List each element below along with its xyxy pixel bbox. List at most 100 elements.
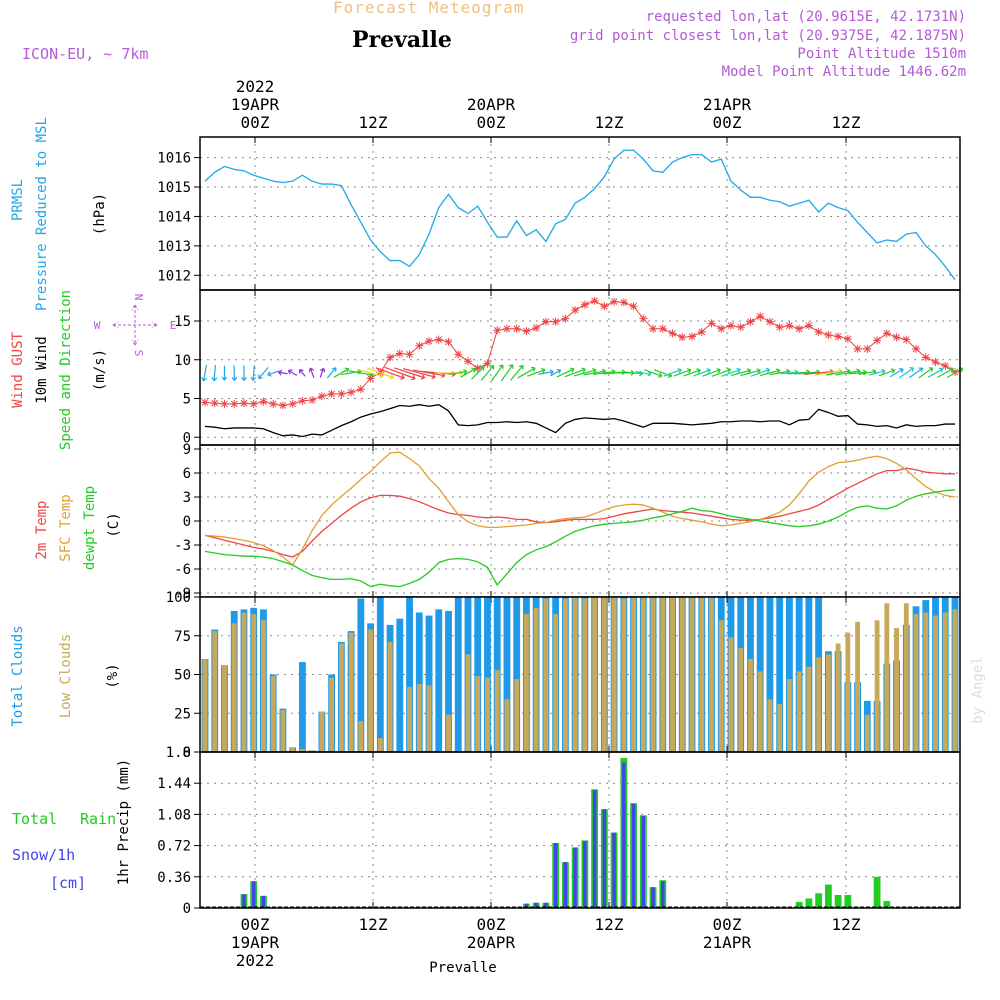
compass-n: N	[132, 294, 145, 301]
top-year-label: 2022	[236, 77, 275, 96]
wind-arrow	[413, 369, 446, 379]
precip-snow-unit-label: [cm]	[50, 874, 86, 892]
panel-temperature: -9 -6 -3 0 3 6 9	[174, 442, 961, 602]
wind-arrow	[878, 368, 896, 377]
gust-marker	[892, 333, 901, 342]
wind-arrow	[394, 367, 426, 380]
gust-marker	[493, 326, 502, 335]
low-cloud-bar	[446, 714, 451, 752]
precip-rain-label: Rain	[80, 810, 116, 828]
wind-arrow	[460, 367, 476, 378]
low-cloud-bar	[952, 609, 958, 752]
top-date-label: 19APR	[231, 95, 280, 114]
total-cloud-bar	[298, 662, 306, 752]
y-tick-label: 1.44	[157, 776, 191, 792]
wind-arrow	[287, 369, 298, 376]
y-tick-label: -6	[174, 562, 191, 578]
bottom-date-label: 19APR	[231, 933, 280, 952]
gust-marker	[288, 399, 297, 408]
y-tick-label: 0	[183, 430, 191, 446]
low-cloud-bar	[387, 641, 393, 752]
gust-marker	[863, 344, 872, 353]
total-cloud-bar	[766, 597, 774, 752]
rain-bar	[834, 895, 842, 908]
panel-wind: 0 5 10 15	[174, 289, 964, 446]
gust-marker	[785, 321, 794, 330]
wind-label: 10m Wind	[34, 336, 50, 403]
total-cloud-bar	[415, 612, 423, 752]
gust-marker	[619, 298, 628, 307]
gust-marker	[512, 324, 521, 333]
wind-arrow	[258, 366, 269, 380]
wind-arrow	[231, 365, 238, 381]
y-tick-label: 1013	[157, 239, 191, 255]
wind-arrow	[277, 369, 288, 376]
gust-marker	[717, 324, 726, 333]
wind-speed-line	[204, 404, 955, 438]
wind-arrow	[201, 364, 208, 382]
bottom-hour-label: 12Z	[832, 915, 861, 934]
low-cloud-bar	[299, 748, 305, 752]
low-cloud-bar	[514, 679, 520, 752]
gust-marker	[629, 302, 638, 311]
total-cloud-bar	[376, 597, 384, 752]
gust-marker	[239, 399, 248, 408]
rain-bar	[824, 884, 832, 908]
bottom-hour-label: 00Z	[477, 915, 506, 934]
supertitle: Forecast Meteogram	[333, 0, 525, 17]
total-cloud-bar	[484, 597, 491, 752]
wind-arrow	[556, 367, 575, 378]
wind-arrow	[869, 368, 886, 376]
top-hour-label: 00Z	[713, 113, 742, 132]
gust-marker	[308, 396, 317, 405]
gust-marker	[843, 334, 852, 343]
gust-marker	[639, 314, 648, 323]
low-cloud-bar	[485, 677, 490, 752]
gust-marker	[590, 296, 599, 305]
low-cloud-bar	[270, 676, 276, 752]
gust-marker	[347, 388, 356, 397]
low-cloud-bar	[913, 614, 919, 752]
wind-arrow	[326, 367, 337, 379]
wind-arrow	[538, 369, 554, 375]
low-cloud-bar	[709, 597, 714, 752]
y-tick-label: 1.8	[166, 745, 191, 761]
requested-coords: requested lon,lat (20.9615E, 42.1731N)	[645, 9, 966, 25]
wind-arrow	[937, 367, 954, 378]
gust-marker	[678, 333, 687, 342]
bottom-hour-label: 12Z	[595, 915, 624, 934]
pressure-line	[204, 149, 956, 281]
gust-marker	[473, 364, 482, 373]
gust-marker	[610, 297, 619, 306]
wind-arrow	[241, 365, 247, 381]
wind-arrow	[663, 367, 682, 377]
snow-bar	[563, 862, 568, 908]
gust-marker	[707, 319, 716, 328]
wind-arrow	[491, 364, 504, 382]
gust-marker	[269, 399, 278, 408]
gust-marker	[775, 323, 784, 332]
gust-marker	[386, 353, 395, 362]
wind-arrow	[375, 367, 405, 380]
low-cloud-bar	[241, 612, 247, 752]
low-cloud-bar	[611, 597, 617, 752]
wind-arrow	[740, 368, 761, 377]
gust-marker	[882, 329, 891, 338]
gust-marker	[571, 306, 580, 315]
temp-sfc-label: SFC Temp	[58, 494, 74, 561]
low-cloud-bar	[884, 603, 890, 752]
gust-marker	[726, 321, 735, 330]
gust-marker	[395, 349, 404, 358]
low-cloud-label: Low Clouds	[58, 634, 74, 718]
bottom-date-label: 21APR	[703, 933, 752, 952]
bottom-hour-label: 00Z	[241, 915, 270, 934]
low-cloud-bar	[407, 686, 412, 752]
wind-arrow	[384, 366, 416, 381]
gust-marker	[444, 337, 453, 346]
gust-marker	[834, 332, 843, 341]
panel-precip: 0 0.36 0.72 1.08 1.44 1.8	[157, 745, 961, 917]
snow-bar	[242, 894, 246, 908]
gust-marker	[931, 358, 940, 367]
snow-bar	[573, 848, 577, 908]
low-cloud-bar	[855, 621, 861, 752]
